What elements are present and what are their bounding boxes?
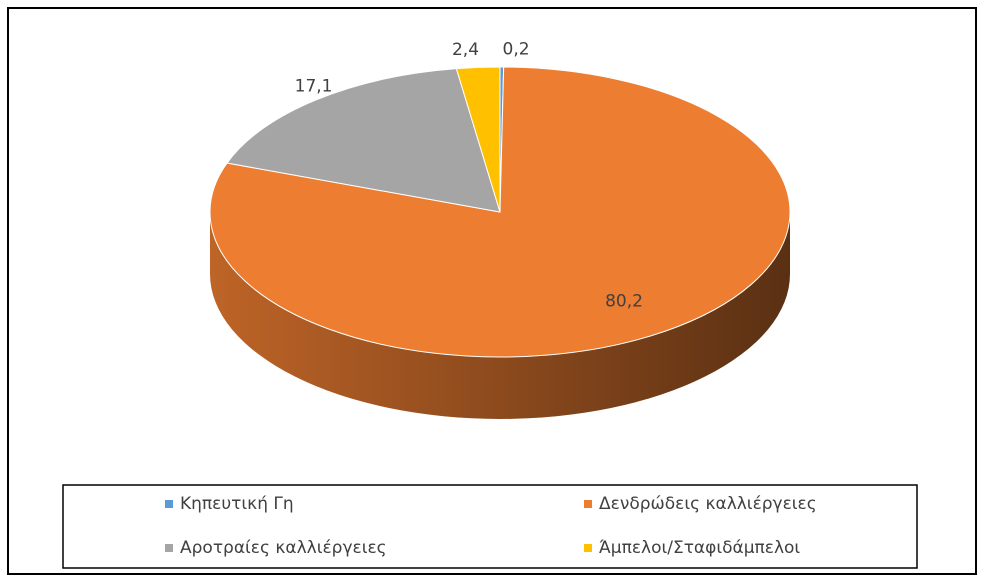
data-label: 17,1 — [295, 77, 333, 97]
data-label: 80,2 — [605, 291, 643, 311]
legend-swatch — [584, 500, 592, 508]
legend-label: Δενδρώδεις καλλιέργειες — [599, 494, 817, 514]
legend-label: Άμπελοι/Σταφιδάμπελοι — [599, 538, 800, 558]
data-label: 0,2 — [503, 40, 530, 60]
legend-swatch — [584, 544, 592, 552]
legend-label: Κηπευτική Γη — [180, 494, 294, 514]
data-label: 2,4 — [452, 40, 479, 60]
pie-slice — [455, 66, 501, 213]
legend-box — [62, 484, 918, 569]
legend-swatch — [165, 544, 173, 552]
legend-swatch — [165, 500, 173, 508]
pie-slice — [226, 68, 501, 213]
pie-slice — [209, 66, 791, 358]
pie-slice-side — [210, 212, 790, 419]
legend-label: Αροτραίες καλλιέργειες — [180, 538, 387, 558]
